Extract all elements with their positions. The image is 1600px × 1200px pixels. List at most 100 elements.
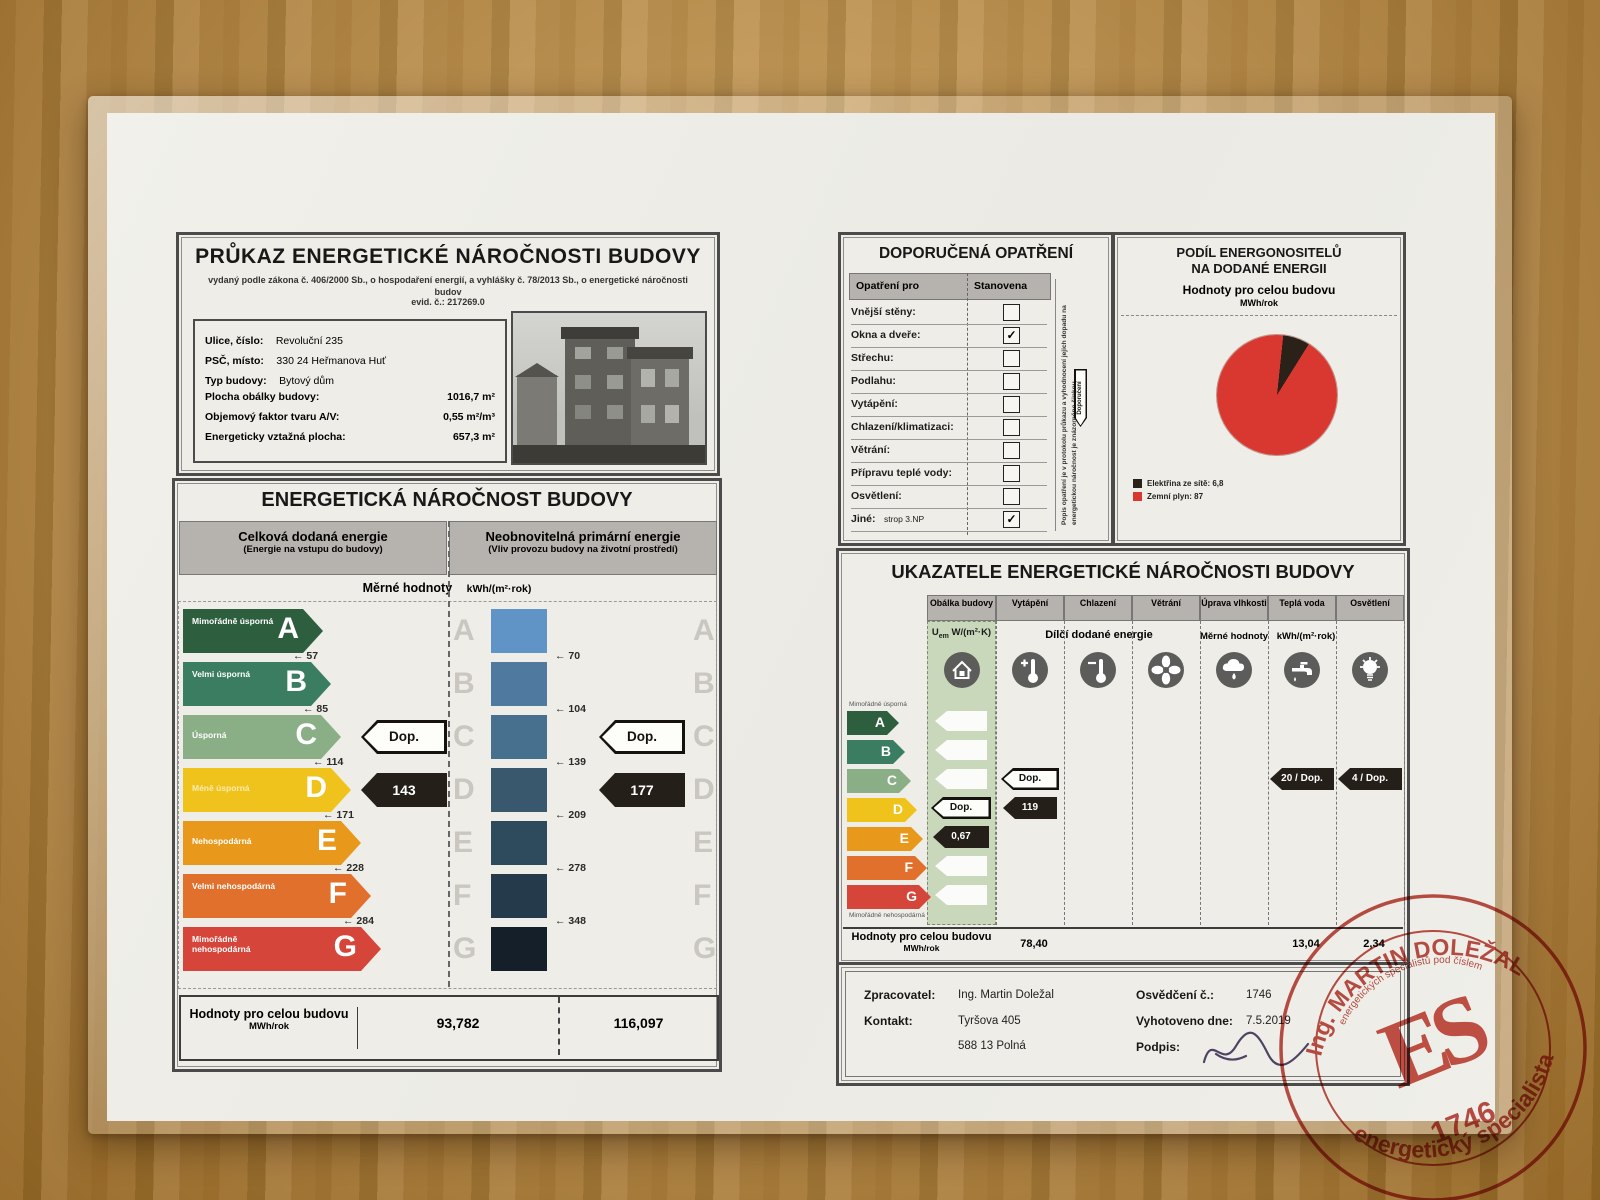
certificate-subtitle: vydaný podle zákona č. 406/2000 Sb., o h… bbox=[208, 275, 688, 297]
measures-header-row: Opatření pro Stanovena bbox=[849, 273, 1051, 300]
building-photo bbox=[511, 311, 707, 465]
col-header-envelope: Obálka budovy bbox=[927, 595, 996, 621]
class-arrow-g: Mimořádně nehospodárná G bbox=[183, 927, 381, 971]
measure-label: Vnější stěny: bbox=[851, 306, 916, 318]
energy-share-pie-chart bbox=[1217, 335, 1337, 455]
processor-inner-frame: Zpracovatel: Ing. Martin Doležal Kontakt… bbox=[845, 971, 1401, 1077]
indicators-footer: Hodnoty pro celou budovu MWh/rok 78,40 1… bbox=[843, 927, 1403, 961]
doporuceni-arrow: Doporučení bbox=[1074, 369, 1087, 427]
share-subtitle: Hodnoty pro celou budovu bbox=[1182, 283, 1336, 297]
measures-title: DOPORUČENÁ OPATŘENÍ bbox=[878, 245, 1074, 262]
footer-value-total: 93,782 bbox=[436, 1015, 480, 1031]
band-blank-arrow bbox=[935, 856, 987, 876]
legend-swatch-gas bbox=[1133, 492, 1142, 501]
threshold-value: 114 bbox=[326, 756, 344, 768]
ghost-letter: E bbox=[453, 826, 474, 859]
lighting-bulb-icon bbox=[1352, 652, 1388, 688]
arrow-glyph: ← bbox=[293, 650, 304, 662]
envelope-recommended-arrow: Dop. bbox=[931, 797, 991, 819]
arrow-glyph: ← bbox=[303, 703, 314, 715]
certificate-evid: evid. č.: 217269.0 bbox=[411, 297, 485, 307]
share-title-line1: PODÍL ENERGONOSITELŮ bbox=[1176, 245, 1342, 260]
value-arrow-total: 143 bbox=[361, 773, 447, 807]
col-header-lighting: Osvětlení bbox=[1336, 595, 1404, 621]
threshold-value: 348 bbox=[568, 915, 586, 927]
ghost-letter: E bbox=[693, 826, 714, 859]
threshold-value: 171 bbox=[336, 809, 354, 821]
units-label: Měrné hodnoty bbox=[362, 581, 453, 595]
lighting-value-arrow: 4 / Dop. bbox=[1338, 768, 1402, 790]
scale-block bbox=[491, 609, 547, 653]
scale-block bbox=[491, 715, 547, 759]
mini-class-c: C bbox=[847, 769, 911, 793]
certificate-title: PRŮKAZ ENERGETICKÉ NÁROČNOSTI BUDOVY bbox=[195, 245, 701, 268]
contact-label: Kontakt: bbox=[864, 1014, 913, 1028]
measure-label: Osvětlení: bbox=[851, 490, 902, 502]
arrow-glyph: ← bbox=[555, 862, 566, 874]
col-sep bbox=[1268, 621, 1269, 925]
col-header-humidity: Úprava vlhkosti bbox=[1200, 595, 1268, 621]
col-header-cooling: Chlazení bbox=[1064, 595, 1132, 621]
col-sep bbox=[1064, 621, 1065, 925]
arrow-glyph: ← bbox=[555, 756, 566, 768]
measure-label: Větrání: bbox=[851, 444, 891, 456]
stamp-monogram: ES bbox=[1366, 972, 1501, 1109]
house-icon bbox=[944, 652, 980, 688]
measure-checkbox-checked: ✓ bbox=[1003, 511, 1020, 528]
column2-title: Neobnovitelná primární energie bbox=[485, 529, 681, 544]
measure-label: Chlazení/klimatizaci: bbox=[851, 421, 954, 433]
measures-divider bbox=[967, 273, 968, 535]
cooling-thermometer-minus-icon bbox=[1080, 652, 1116, 688]
arrow-glyph: ← bbox=[555, 809, 566, 821]
info-value: 330 24 Heřmanova Huť bbox=[276, 355, 386, 367]
band-blank-arrow bbox=[935, 740, 987, 760]
building-info-rows: Ulice, číslo: Revoluční 235 PSČ, místo: … bbox=[205, 331, 495, 451]
class-letter: E bbox=[316, 824, 337, 857]
class-label: Mimořádně nehospodárná bbox=[192, 934, 251, 955]
hot-water-faucet-icon bbox=[1284, 652, 1320, 688]
measure-label: Okna a dveře: bbox=[851, 329, 921, 341]
footer-divider bbox=[558, 997, 560, 1055]
measure-checkbox bbox=[1003, 488, 1020, 505]
ghost-letter: A bbox=[453, 614, 475, 647]
info-value: 0,55 m²/m³ bbox=[443, 411, 495, 423]
info-label: Ulice, číslo: bbox=[205, 335, 264, 347]
heating-value-arrow: 119 bbox=[1003, 797, 1057, 819]
scale-block bbox=[491, 874, 547, 918]
footer-value-primary: 116,097 bbox=[613, 1015, 664, 1031]
class-label: Mimořádně úsporná bbox=[192, 616, 274, 626]
heating-thermometer-plus-icon bbox=[1012, 652, 1048, 688]
processor-panel: Zpracovatel: Ing. Martin Doležal Kontakt… bbox=[836, 962, 1410, 1086]
indicators-panel: UKAZATELE ENERGETICKÉ NÁROČNOSTI BUDOVY … bbox=[836, 548, 1410, 966]
measures-side-strip: Popis opatření je v protokolu průkazu a … bbox=[1055, 279, 1104, 531]
arrow-glyph: ← bbox=[555, 915, 566, 927]
arrow-glyph: ← bbox=[323, 809, 334, 821]
threshold-value: 57 bbox=[306, 650, 319, 662]
info-label: Objemový faktor tvaru A/V: bbox=[205, 411, 340, 423]
band-blank-arrow bbox=[935, 769, 987, 789]
mini-class-b: B bbox=[847, 740, 905, 764]
footer-heating-total: 78,40 bbox=[1020, 938, 1048, 950]
recommended-arrow-total: Dop. bbox=[361, 720, 447, 754]
column2-subtitle: (Vliv provozu budovy na životní prostřed… bbox=[488, 544, 678, 555]
mini-class-g: G bbox=[847, 885, 931, 909]
sub-header-delivered: Dílčí dodané energie bbox=[1045, 629, 1153, 641]
band-blank-arrow bbox=[935, 885, 987, 905]
chart-column-divider bbox=[448, 521, 450, 987]
scale-block bbox=[491, 768, 547, 812]
class-letter: C bbox=[295, 718, 317, 751]
ghost-letter: A bbox=[693, 614, 715, 647]
certificate-paper: PRŮKAZ ENERGETICKÉ NÁROČNOSTI BUDOVY vyd… bbox=[107, 113, 1495, 1121]
legend-swatch-electricity bbox=[1133, 479, 1142, 488]
class-arrow-e: Nehospodárná E bbox=[183, 821, 361, 865]
class-letter: A bbox=[277, 612, 299, 645]
ghost-letter: F bbox=[693, 879, 712, 912]
col-header-heating: Vytápění bbox=[996, 595, 1064, 621]
arrow-glyph: ← bbox=[555, 650, 566, 662]
threshold-value: 228 bbox=[346, 862, 364, 874]
signature-label: Podpis: bbox=[1136, 1040, 1180, 1054]
envelope-value-arrow: 0,67 bbox=[933, 826, 989, 848]
measure-checkbox bbox=[1003, 442, 1020, 459]
energy-share-panel: PODÍL ENERGONOSITELŮ NA DODANÉ ENERGII H… bbox=[1112, 232, 1406, 546]
column1-header: Celková dodaná energie (Energie na vstup… bbox=[179, 521, 447, 575]
